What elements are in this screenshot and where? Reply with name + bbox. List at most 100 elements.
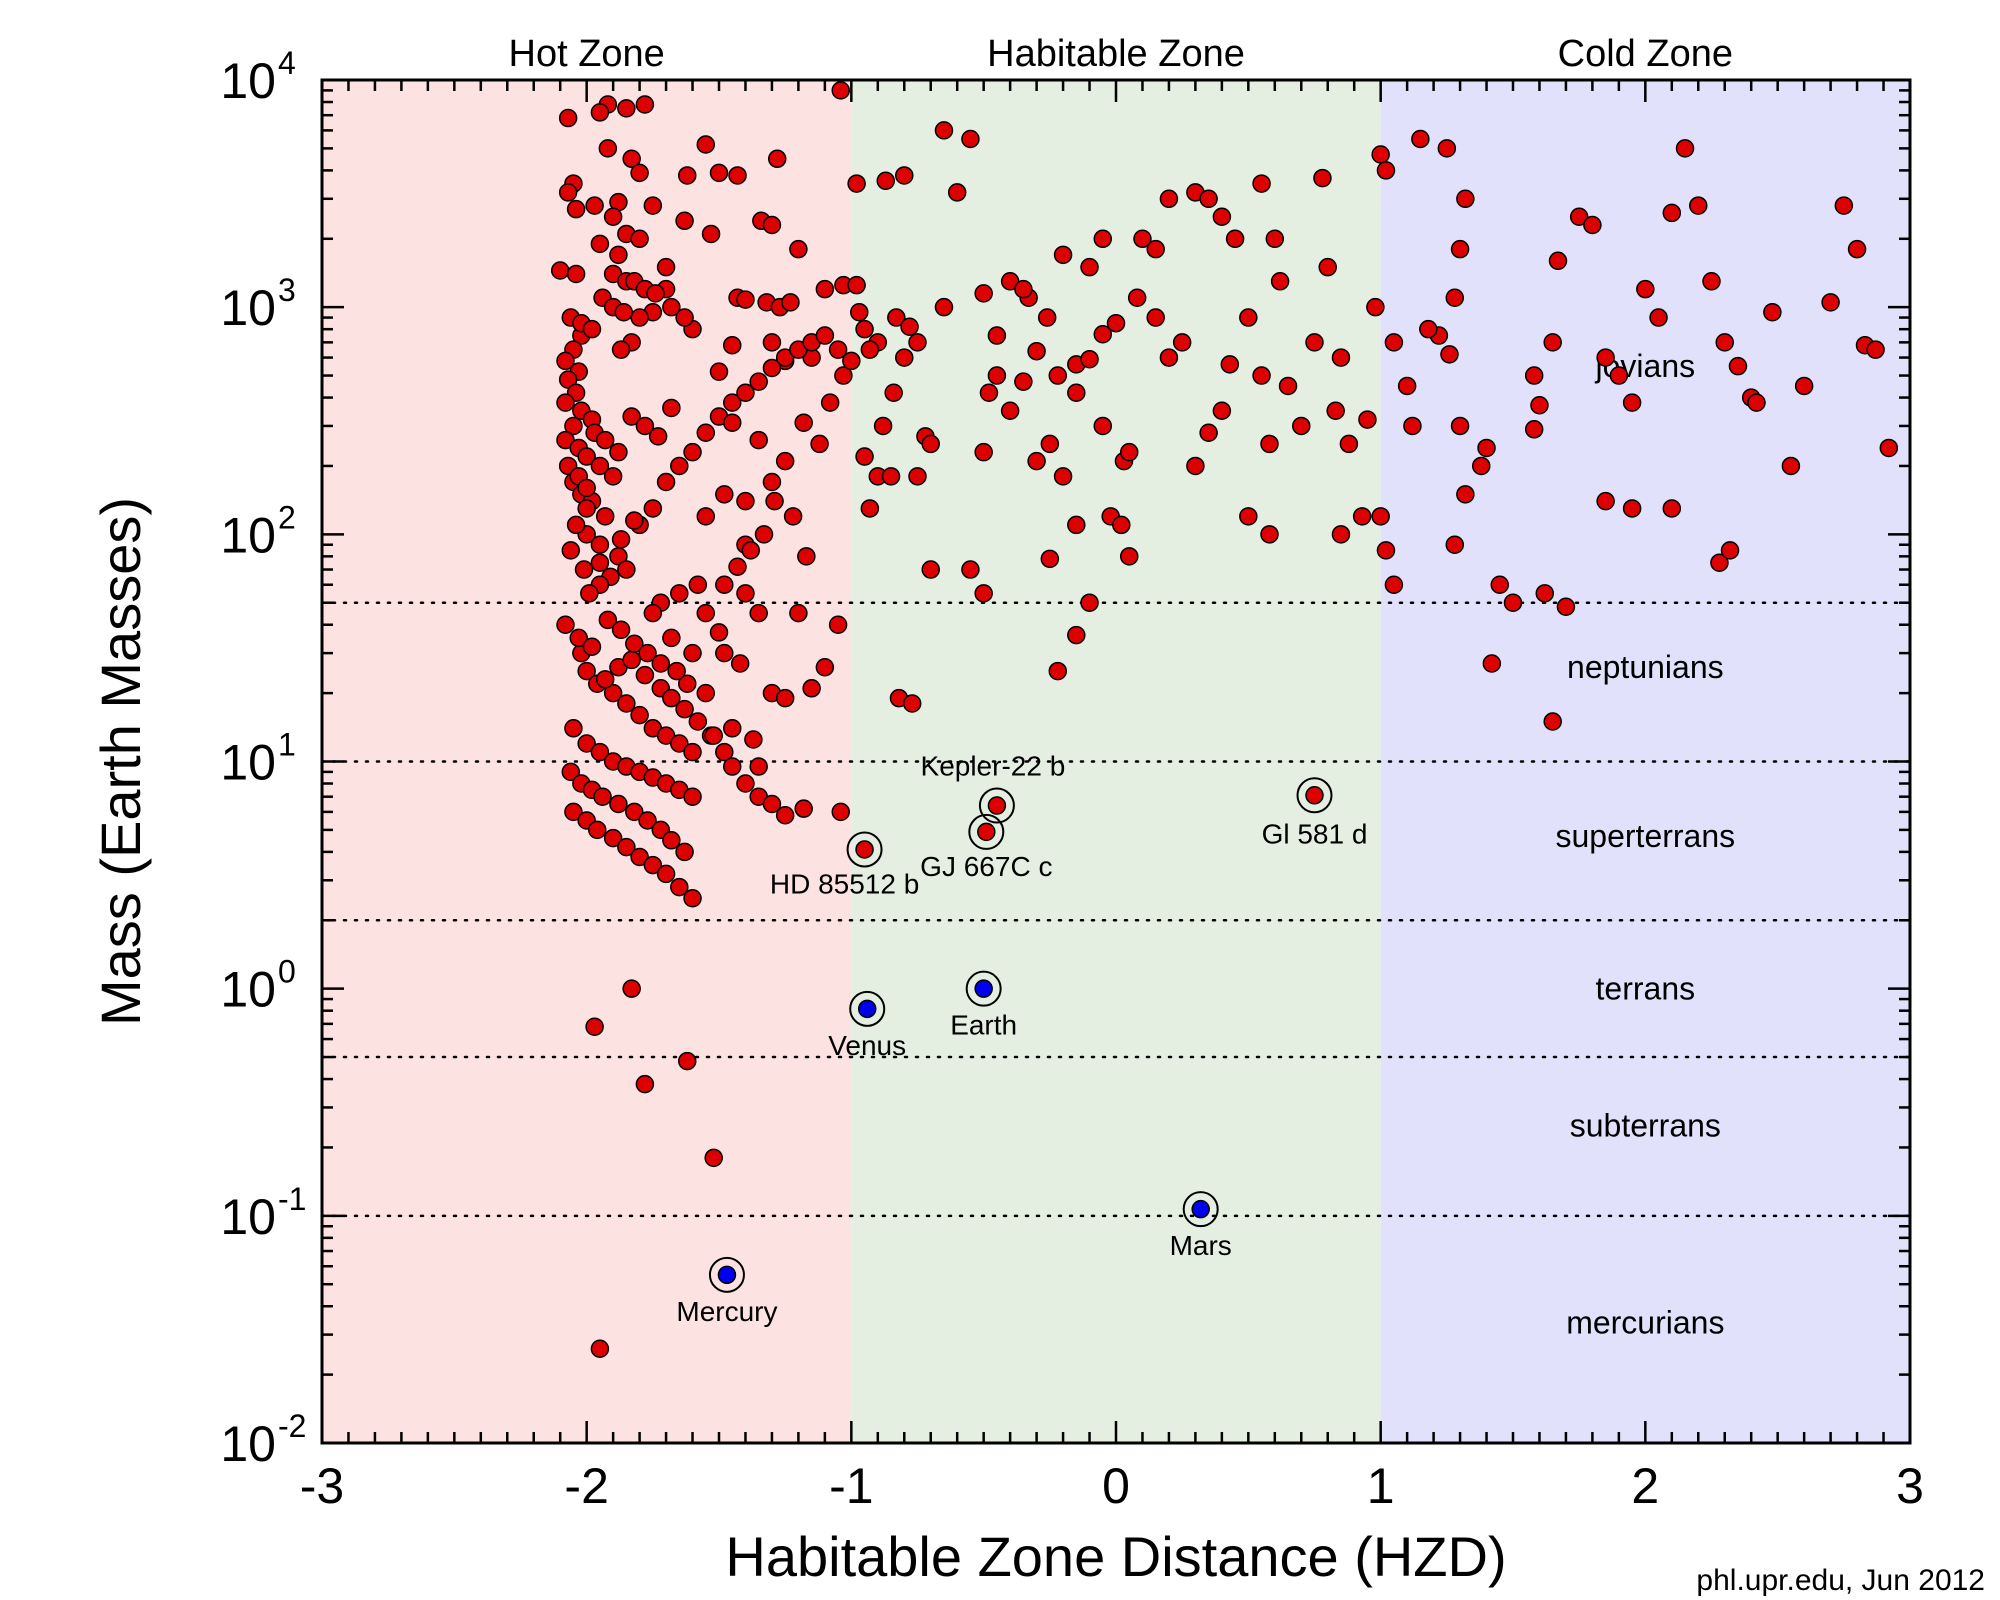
exoplanet-point: [1305, 333, 1324, 352]
y-tick-label-base: 10: [220, 735, 276, 791]
exoplanet-point: [675, 308, 694, 327]
exoplanet-point: [775, 805, 795, 825]
exoplanet-point: [762, 358, 782, 378]
exoplanet-point: [609, 442, 628, 462]
exoplanet-point: [722, 757, 742, 776]
exoplanet-point: [1548, 251, 1568, 271]
exoplanet-point: [1376, 161, 1396, 180]
exoplanet-point: [902, 694, 922, 713]
exoplanet-point: [1662, 499, 1682, 518]
exoplanet-point: [709, 163, 729, 183]
exoplanet-point: [1252, 366, 1271, 385]
exoplanet-point: [670, 734, 689, 753]
exoplanet-point: [715, 643, 734, 663]
planet-label-gl-581-d: Gl 581 d: [1262, 818, 1368, 849]
exoplanet-point: [881, 467, 901, 486]
exoplanet-point: [677, 166, 697, 185]
exoplanet-point: [590, 553, 610, 572]
exoplanet-point: [1530, 396, 1549, 415]
planet-label-kepler-22-b: Kepler-22 b: [921, 751, 1066, 782]
y-tick-label-exponent: 1: [278, 727, 296, 763]
exoplanet-point: [722, 335, 742, 355]
exoplanet-point: [961, 129, 980, 149]
exoplanet-point: [675, 842, 694, 862]
y-tick-label: 10 1: [220, 727, 295, 791]
exoplanet-point: [683, 643, 702, 663]
exoplanet-point: [987, 366, 1007, 385]
exoplanet-point: [1596, 348, 1615, 367]
exoplanet-point: [1048, 366, 1068, 385]
exoplanet-point: [564, 416, 583, 436]
exoplanet-point: [1067, 383, 1086, 403]
exoplanet-point: [855, 319, 874, 339]
exoplanet-point: [794, 799, 813, 818]
exoplanet-point: [1331, 348, 1351, 367]
exoplanet-point: [595, 507, 615, 526]
exoplanet-point: [1265, 229, 1285, 249]
exoplanet-point: [1649, 308, 1668, 327]
exoplanet-point: [566, 264, 586, 284]
exoplanet-point: [815, 326, 835, 345]
exoplanet-point: [1366, 297, 1385, 317]
exoplanet-point: [1199, 423, 1218, 443]
exoplanet-point: [1352, 507, 1372, 526]
exoplanet-point: [1543, 712, 1562, 731]
exoplanet-point: [683, 442, 702, 462]
exoplanet-point: [1037, 308, 1057, 327]
highlighted-planets: Kepler-22 b GJ 667C cHD 85512 b Gl 581 d Me…: [676, 751, 1367, 1327]
exoplanet-point: [1543, 333, 1562, 352]
exoplanet-point: [1715, 333, 1734, 352]
exoplanet-point: [1000, 401, 1020, 420]
axis-ticks: [320, 78, 1912, 1445]
exoplanet-point: [1440, 345, 1459, 364]
exoplanet-point: [558, 183, 578, 202]
solar-planet-point-earth: [974, 979, 993, 998]
exoplanet-point: [677, 1051, 697, 1071]
exoplanet-point: [730, 654, 750, 673]
exoplanet-point: [736, 774, 755, 793]
exoplanet-point: [1569, 207, 1589, 227]
exoplanet-point: [696, 135, 716, 154]
exoplanet-point: [603, 828, 623, 848]
exoplanet-point: [1450, 416, 1470, 436]
exoplanet-point: [556, 393, 575, 412]
exoplanet-point: [630, 705, 649, 725]
exoplanet-point: [630, 163, 649, 183]
exoplanet-point: [625, 511, 644, 530]
solar-planet-point-mars: [1191, 1199, 1210, 1219]
highlighted-exoplanet-point: [1305, 786, 1324, 805]
exoplanet-point: [1477, 438, 1496, 458]
exoplanet-point: [1146, 239, 1165, 259]
exoplanet-point: [736, 290, 755, 309]
exoplanet-point: [749, 372, 768, 391]
exoplanet-point: [1371, 507, 1390, 526]
exoplanet-point: [1866, 340, 1885, 359]
class-label-superterrans: superterrans: [1556, 818, 1736, 854]
exoplanet-point: [736, 491, 755, 511]
x-tick-label: -3: [300, 1458, 344, 1514]
exoplanet-point: [643, 855, 663, 875]
highlight-ring: [968, 813, 1005, 850]
exoplanet-point: [675, 699, 694, 719]
x-tick-label: 3: [1896, 1458, 1924, 1514]
exoplanet-point: [961, 560, 980, 579]
exoplanet-point: [789, 239, 808, 259]
exoplanet-point: [617, 837, 636, 857]
exoplanet-point: [611, 530, 631, 549]
exoplanet-point: [1048, 661, 1068, 681]
exoplanet-point: [1326, 401, 1345, 420]
exoplanet-point: [895, 166, 914, 185]
exoplanet-point: [598, 139, 618, 158]
exoplanet-point: [577, 734, 596, 753]
exoplanet-point: [609, 245, 628, 265]
exoplanet-point: [762, 215, 782, 235]
exoplanet-point: [1419, 319, 1438, 339]
exoplanet-point: [847, 174, 866, 193]
exoplanet-point: [662, 688, 681, 708]
exoplanet-point: [1456, 189, 1475, 209]
exoplanet-point: [921, 434, 940, 454]
exoplanet-point: [715, 575, 734, 594]
exoplanet-point: [696, 507, 716, 526]
exoplanet-point: [762, 794, 782, 814]
